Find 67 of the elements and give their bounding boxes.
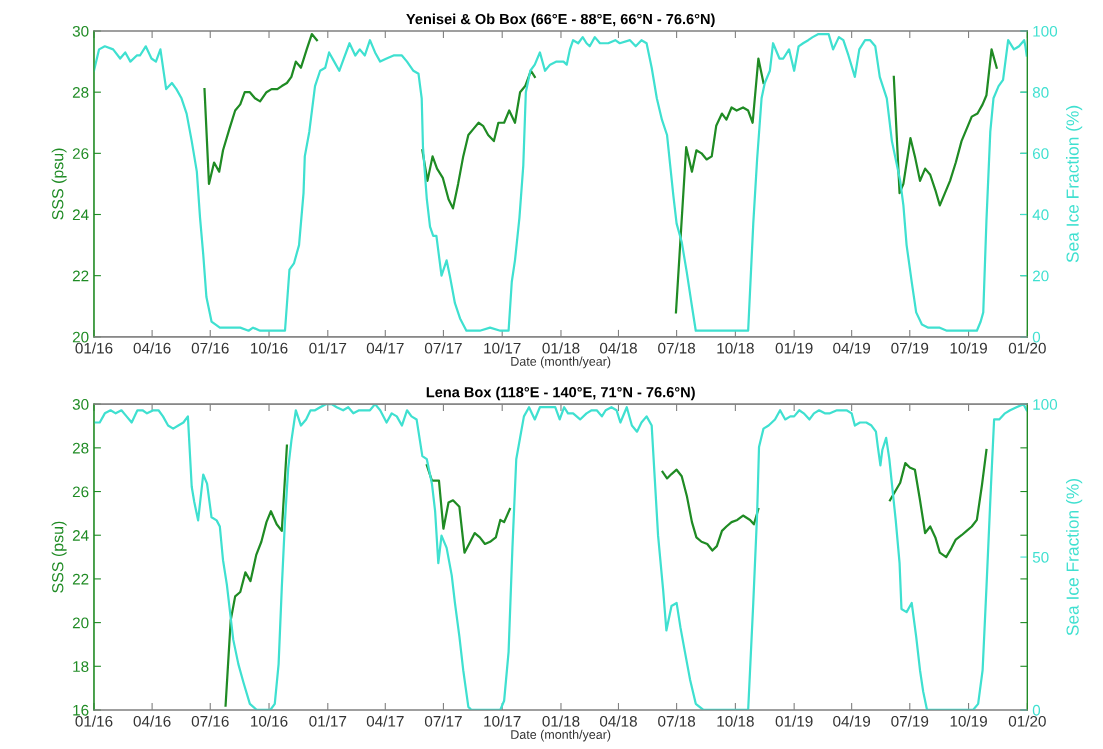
x-tick-label: 10/19	[950, 715, 987, 727]
y-axis-title: SSS (psu)	[51, 521, 67, 593]
chart-title: Yenisei & Ob Box (66°E - 88°E, 66°N - 76.6°N)	[406, 13, 715, 28]
y-tick-label: 18	[73, 661, 89, 672]
y2-tick-label: 60	[1032, 148, 1049, 160]
x-tick-label: 07/16	[191, 715, 229, 727]
y-tick-label: 20	[72, 617, 89, 629]
x-tick-label: 10/18	[717, 342, 754, 354]
line-series	[93, 32, 1028, 332]
x-tick-label: 07/19	[891, 715, 929, 727]
y-tick-label: 24	[72, 530, 89, 541]
x-tick-label: 01/17	[309, 342, 347, 354]
x-tick-label: 10/16	[251, 715, 288, 727]
x-tick-label: 07/16	[191, 342, 229, 354]
y-tick-label: 24	[72, 209, 89, 221]
y2-tick-label: 50	[1032, 551, 1049, 563]
x-tick-label: 04/16	[133, 342, 171, 354]
x-tick-label: 07/19	[891, 342, 929, 354]
y2-tick-label: 0	[1032, 331, 1041, 343]
y-tick-label: 30	[72, 25, 89, 37]
x-tick-label: 10/19	[950, 342, 987, 354]
y-tick-label: 26	[72, 486, 89, 498]
y-tick-label: 20	[72, 331, 89, 343]
x-tick-label: 01/20	[1008, 342, 1046, 354]
chart-title: Lena Box (118°E - 140°E, 71°N - 76.6°N)	[426, 386, 695, 401]
x-tick-label: 01/19	[775, 715, 813, 727]
y2-axis-title: Sea Ice Fraction (%)	[1066, 105, 1083, 263]
y-tick-label: 16	[73, 704, 89, 716]
x-tick-label: 01/16	[75, 715, 113, 727]
y-tick-label: 30	[72, 399, 89, 410]
y2-tick-label: 100	[1033, 399, 1058, 410]
y2-tick-label: 40	[1032, 209, 1049, 221]
x-axis-title: Date (month/year)	[511, 356, 611, 369]
x-tick-label: 10/16	[251, 342, 288, 354]
x-tick-label: 01/18	[542, 715, 580, 727]
x-tick-label: 01/20	[1008, 715, 1046, 727]
x-tick-label: 07/18	[658, 342, 696, 354]
x-tick-label: 10/17	[484, 715, 521, 727]
x-tick-label: 01/19	[775, 342, 813, 354]
y-tick-label: 28	[72, 87, 89, 98]
y-tick-label: 22	[72, 573, 89, 585]
x-tick-label: 10/18	[717, 715, 754, 727]
x-tick-label: 07/18	[658, 715, 696, 727]
x-tick-label: 04/19	[833, 715, 871, 727]
y-tick-label: 22	[72, 270, 89, 282]
x-tick-label: 04/18	[599, 342, 637, 354]
x-tick-label: 01/17	[309, 715, 347, 727]
x-tick-label: 04/18	[599, 715, 637, 727]
y-tick-label: 26	[72, 148, 89, 160]
x-tick-label: 04/17	[366, 715, 404, 727]
x-tick-label: 01/16	[75, 342, 113, 354]
x-tick-label: 07/17	[424, 715, 462, 727]
x-tick-label: 04/16	[133, 715, 171, 727]
x-tick-label: 07/17	[424, 342, 462, 354]
x-axis-title: Date (month/year)	[511, 729, 611, 742]
x-tick-label: 01/18	[542, 342, 580, 354]
y2-tick-label: 100	[1033, 25, 1058, 37]
x-tick-label: 04/17	[366, 342, 404, 354]
y-tick-label: 28	[72, 442, 89, 454]
y2-axis-title: Sea Ice Fraction (%)	[1066, 479, 1083, 636]
x-tick-label: 10/17	[484, 342, 521, 354]
line-series	[93, 404, 1028, 710]
y-axis-title: SSS (psu)	[51, 148, 67, 220]
x-tick-label: 04/19	[833, 342, 871, 354]
y2-tick-label: 0	[1032, 704, 1041, 716]
y2-tick-label: 80	[1032, 87, 1049, 98]
y2-tick-label: 20	[1032, 270, 1049, 282]
